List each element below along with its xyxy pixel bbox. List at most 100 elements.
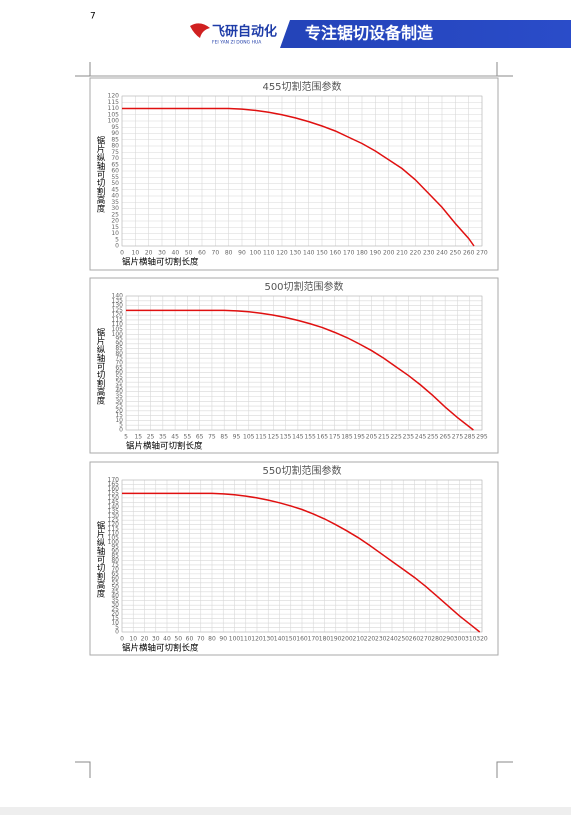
x-tick-label: 165 (317, 434, 329, 441)
y-tick-label: 0 (119, 427, 123, 434)
x-tick-label: 55 (184, 434, 192, 441)
x-tick-label: 70 (197, 636, 205, 643)
x-tick-label: 275 (452, 434, 464, 441)
y-tick-label: 80 (115, 350, 123, 357)
x-tick-label: 25 (147, 434, 155, 441)
header-white (0, 20, 290, 48)
page-number: 7 (90, 12, 96, 22)
y-tick-label: 5 (119, 422, 123, 429)
x-tick-label: 45 (171, 434, 179, 441)
y-tick-label: 15 (111, 615, 119, 622)
y-tick-label: 95 (111, 544, 119, 551)
x-tick-label: 205 (366, 434, 378, 441)
y-tick-label: 60 (115, 369, 123, 376)
y-tick-label: 80 (111, 143, 119, 150)
plot-border (125, 295, 483, 431)
y-tick-label: 30 (111, 602, 119, 609)
y-axis-label: 锯片纵轴可切割高度 (95, 135, 105, 213)
y-tick-label: 45 (111, 588, 119, 595)
y-tick-label: 55 (111, 579, 119, 586)
x-tick-label: 50 (174, 636, 182, 643)
bottom-margin (0, 807, 571, 815)
x-tick-label: 245 (415, 434, 427, 441)
y-tick-label: 105 (112, 326, 124, 333)
chart-title: 500切割范围参数 (264, 280, 343, 293)
y-tick-label: 75 (115, 355, 123, 362)
y-tick-label: 75 (111, 149, 119, 156)
x-tick-label: 185 (341, 434, 353, 441)
x-tick-label: 190 (330, 636, 342, 643)
y-tick-label: 20 (111, 611, 119, 618)
y-tick-label: 40 (115, 388, 123, 395)
x-tick-label: 105 (243, 434, 255, 441)
y-tick-label: 20 (111, 218, 119, 225)
y-tick-label: 40 (111, 593, 119, 600)
y-tick-label: 70 (111, 566, 119, 573)
y-tick-label: 85 (115, 345, 123, 352)
y-tick-label: 160 (108, 485, 120, 492)
y-tick-label: 115 (108, 526, 120, 533)
x-tick-label: 30 (158, 250, 166, 257)
x-tick-label: 175 (329, 434, 341, 441)
y-tick-label: 105 (108, 535, 120, 542)
logo-icon (190, 23, 210, 38)
y-tick-label: 65 (115, 364, 123, 371)
x-tick-label: 210 (353, 636, 365, 643)
x-tick-label: 135 (280, 434, 292, 441)
x-tick-label: 200 (341, 636, 353, 643)
header-top (0, 0, 571, 20)
x-tick-label: 270 (476, 250, 488, 257)
x-tick-label: 170 (343, 250, 355, 257)
x-tick-label: 80 (225, 250, 233, 257)
logo-sub: FEI YAN ZI DONG HUA (212, 40, 262, 46)
x-tick-label: 300 (454, 636, 466, 643)
y-tick-label: 70 (115, 360, 123, 367)
x-tick-label: 140 (303, 250, 315, 257)
x-tick-label: 195 (354, 434, 366, 441)
y-tick-label: 75 (111, 561, 119, 568)
x-tick-label: 130 (263, 636, 275, 643)
y-tick-label: 130 (112, 302, 124, 309)
y-tick-label: 80 (111, 557, 119, 564)
curve (122, 492, 481, 633)
y-tick-label: 140 (112, 293, 124, 300)
x-tick-label: 90 (219, 636, 227, 643)
x-tick-label: 240 (386, 636, 398, 643)
y-tick-label: 10 (111, 620, 119, 627)
x-tick-label: 255 (427, 434, 439, 441)
x-tick-label: 50 (185, 250, 193, 257)
x-tick-label: 115 (255, 434, 267, 441)
x-tick-label: 160 (330, 250, 342, 257)
x-tick-label: 20 (141, 636, 149, 643)
y-tick-label: 45 (111, 186, 119, 193)
y-tick-label: 100 (108, 539, 120, 546)
y-tick-label: 135 (108, 508, 120, 515)
y-tick-label: 120 (108, 521, 120, 528)
y-tick-label: 115 (112, 316, 124, 323)
x-axis-label: 锯片横轴可切割长度 (122, 257, 199, 268)
y-tick-label: 100 (108, 118, 120, 125)
x-tick-label: 130 (290, 250, 302, 257)
x-tick-label: 70 (212, 250, 220, 257)
x-tick-label: 140 (274, 636, 286, 643)
x-tick-label: 80 (208, 636, 216, 643)
logo: 飞研自动化 (212, 24, 277, 40)
plot-border (121, 95, 483, 247)
x-tick-label: 235 (403, 434, 415, 441)
y-tick-label: 125 (112, 307, 124, 314)
x-tick-label: 230 (375, 636, 387, 643)
x-axis-label: 锯片横轴可切割长度 (126, 441, 203, 452)
y-tick-label: 55 (111, 174, 119, 181)
y-tick-label: 100 (112, 331, 124, 338)
x-tick-label: 40 (163, 636, 171, 643)
y-tick-label: 145 (108, 499, 120, 506)
x-tick-label: 200 (383, 250, 395, 257)
x-tick-label: 295 (476, 434, 488, 441)
x-tick-label: 170 (308, 636, 320, 643)
x-tick-label: 110 (263, 250, 275, 257)
x-tick-label: 285 (464, 434, 476, 441)
x-tick-label: 0 (120, 636, 124, 643)
x-tick-label: 60 (198, 250, 206, 257)
x-tick-label: 15 (134, 434, 142, 441)
